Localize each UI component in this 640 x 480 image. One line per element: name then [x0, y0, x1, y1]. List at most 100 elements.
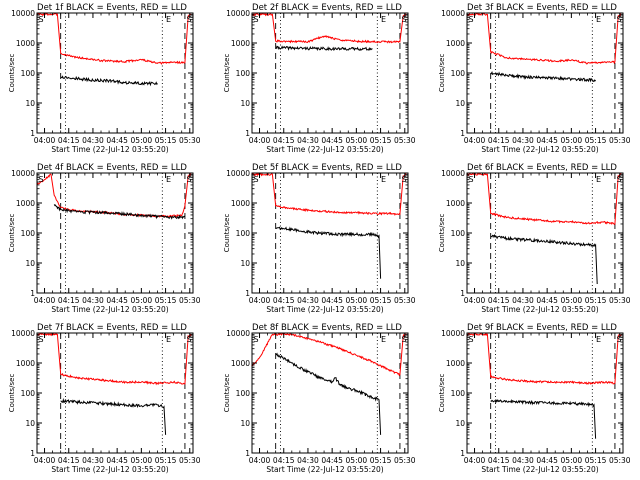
y-axis-label: Counts/sec: [8, 374, 16, 413]
marker-label: S: [253, 335, 258, 344]
x-axis-label: Start Time (22-Jul-12 03:55:20): [266, 305, 383, 314]
y-axis-label: Counts/sec: [223, 374, 231, 413]
x-tick-label: 05:15: [585, 136, 607, 145]
y-tick-label: 10000: [441, 9, 465, 18]
marker-label: S: [468, 175, 473, 184]
x-tick-label: 04:30: [82, 456, 104, 465]
y-tick-label: 10: [25, 419, 35, 428]
marker-label: S: [468, 15, 473, 24]
y-tick-label: 1000: [16, 39, 35, 48]
events-rate-line: [275, 226, 382, 279]
x-axis-label: Start Time (22-Jul-12 03:55:20): [51, 465, 168, 474]
panel-4: Det 4f BLACK = Events, RED = LLD 1 10 100 10…: [8, 163, 201, 314]
y-tick-label: 10000: [441, 169, 465, 178]
x-axis-label: Start Time (22-Jul-12 03:55:20): [481, 465, 598, 474]
y-tick-label: 100: [451, 229, 466, 238]
x-tick-label: 05:30: [609, 296, 631, 305]
panel-title: Det 7f BLACK = Events, RED = LLD: [37, 323, 187, 333]
y-tick-label: 1000: [231, 199, 250, 208]
marker-label: S: [38, 175, 43, 184]
marker-label: E: [596, 335, 601, 344]
y-tick-label: 1000: [231, 39, 250, 48]
y-tick-label: 10: [455, 259, 465, 268]
x-tick-label: 04:00: [249, 296, 271, 305]
x-tick-label: 04:15: [488, 296, 510, 305]
y-tick-label: 10: [240, 419, 250, 428]
x-tick-label: 04:30: [512, 136, 534, 145]
y-tick-label: 100: [236, 69, 251, 78]
lld-rate-line: [36, 332, 192, 386]
x-tick-label: 04:00: [34, 296, 56, 305]
x-tick-label: 05:15: [585, 456, 607, 465]
marker-label: E: [381, 335, 386, 344]
y-tick-label: 10000: [226, 9, 250, 18]
x-tick-label: 04:45: [321, 456, 343, 465]
panel-2: Det 2f BLACK = Events, RED = LLD 1 10 100 10…: [223, 3, 416, 154]
x-tick-label: 04:15: [488, 456, 510, 465]
y-tick-label: 10000: [11, 9, 35, 18]
marker-label: E: [381, 175, 386, 184]
x-tick-label: 04:45: [536, 136, 558, 145]
x-tick-label: 05:30: [394, 296, 416, 305]
x-tick-label: 04:00: [464, 136, 486, 145]
x-tick-label: 04:00: [249, 136, 271, 145]
lld-rate-line: [251, 332, 407, 377]
y-tick-label: 10: [455, 419, 465, 428]
x-tick-label: 05:30: [179, 136, 201, 145]
x-tick-label: 04:00: [249, 456, 271, 465]
y-tick-label: 100: [236, 229, 251, 238]
events-rate-line: [275, 45, 373, 52]
y-tick-label: 10000: [11, 329, 35, 338]
x-tick-label: 05:30: [609, 136, 631, 145]
x-tick-label: 05:30: [179, 296, 201, 305]
x-tick-label: 04:15: [273, 296, 295, 305]
marker-label: S: [616, 335, 621, 344]
x-tick-label: 05:00: [346, 296, 368, 305]
x-axis-label: Start Time (22-Jul-12 03:55:20): [51, 305, 168, 314]
y-tick-label: 1: [460, 449, 465, 458]
panel-title: Det 8f BLACK = Events, RED = LLD: [252, 323, 402, 333]
panel-9: Det 9f BLACK = Events, RED = LLD 1 10 100 10…: [438, 323, 631, 474]
x-tick-label: 04:45: [536, 296, 558, 305]
y-tick-label: 10000: [226, 329, 250, 338]
x-tick-label: 04:45: [106, 296, 128, 305]
marker-label: S: [186, 335, 191, 344]
x-axis-label: Start Time (22-Jul-12 03:55:20): [266, 145, 383, 154]
x-tick-label: 04:45: [536, 456, 558, 465]
x-tick-label: 05:15: [155, 456, 177, 465]
x-tick-label: 05:00: [561, 296, 583, 305]
x-tick-label: 05:00: [346, 136, 368, 145]
x-tick-label: 04:30: [297, 296, 319, 305]
y-tick-label: 100: [451, 69, 466, 78]
y-tick-label: 1000: [231, 359, 250, 368]
x-tick-label: 04:30: [82, 296, 104, 305]
y-axis-label: Counts/sec: [438, 374, 446, 413]
y-tick-label: 1000: [446, 199, 465, 208]
marker-label: S: [38, 335, 43, 344]
lld-rate-line: [251, 172, 407, 216]
events-rate-line: [490, 398, 597, 439]
y-tick-label: 1000: [16, 199, 35, 208]
x-tick-label: 04:15: [488, 136, 510, 145]
x-tick-label: 04:45: [106, 136, 128, 145]
lld-rate-line: [36, 12, 192, 65]
x-tick-label: 04:15: [273, 456, 295, 465]
x-tick-label: 05:30: [394, 456, 416, 465]
marker-label: S: [468, 335, 473, 344]
y-tick-label: 1000: [446, 359, 465, 368]
x-tick-label: 05:15: [370, 136, 392, 145]
x-axis-label: Start Time (22-Jul-12 03:55:20): [266, 465, 383, 474]
lld-rate-line: [466, 12, 622, 65]
y-axis-label: Counts/sec: [438, 214, 446, 253]
marker-label: S: [253, 175, 258, 184]
panel-title: Det 9f BLACK = Events, RED = LLD: [467, 323, 617, 333]
x-axis-label: Start Time (22-Jul-12 03:55:20): [481, 305, 598, 314]
y-axis-label: Counts/sec: [223, 54, 231, 93]
marker-label: S: [186, 175, 191, 184]
x-tick-label: 04:00: [34, 136, 56, 145]
y-tick-label: 10000: [226, 169, 250, 178]
panel-3: Det 3f BLACK = Events, RED = LLD 1 10 100 10…: [438, 3, 631, 154]
x-tick-label: 04:15: [58, 136, 80, 145]
x-tick-label: 05:00: [561, 456, 583, 465]
